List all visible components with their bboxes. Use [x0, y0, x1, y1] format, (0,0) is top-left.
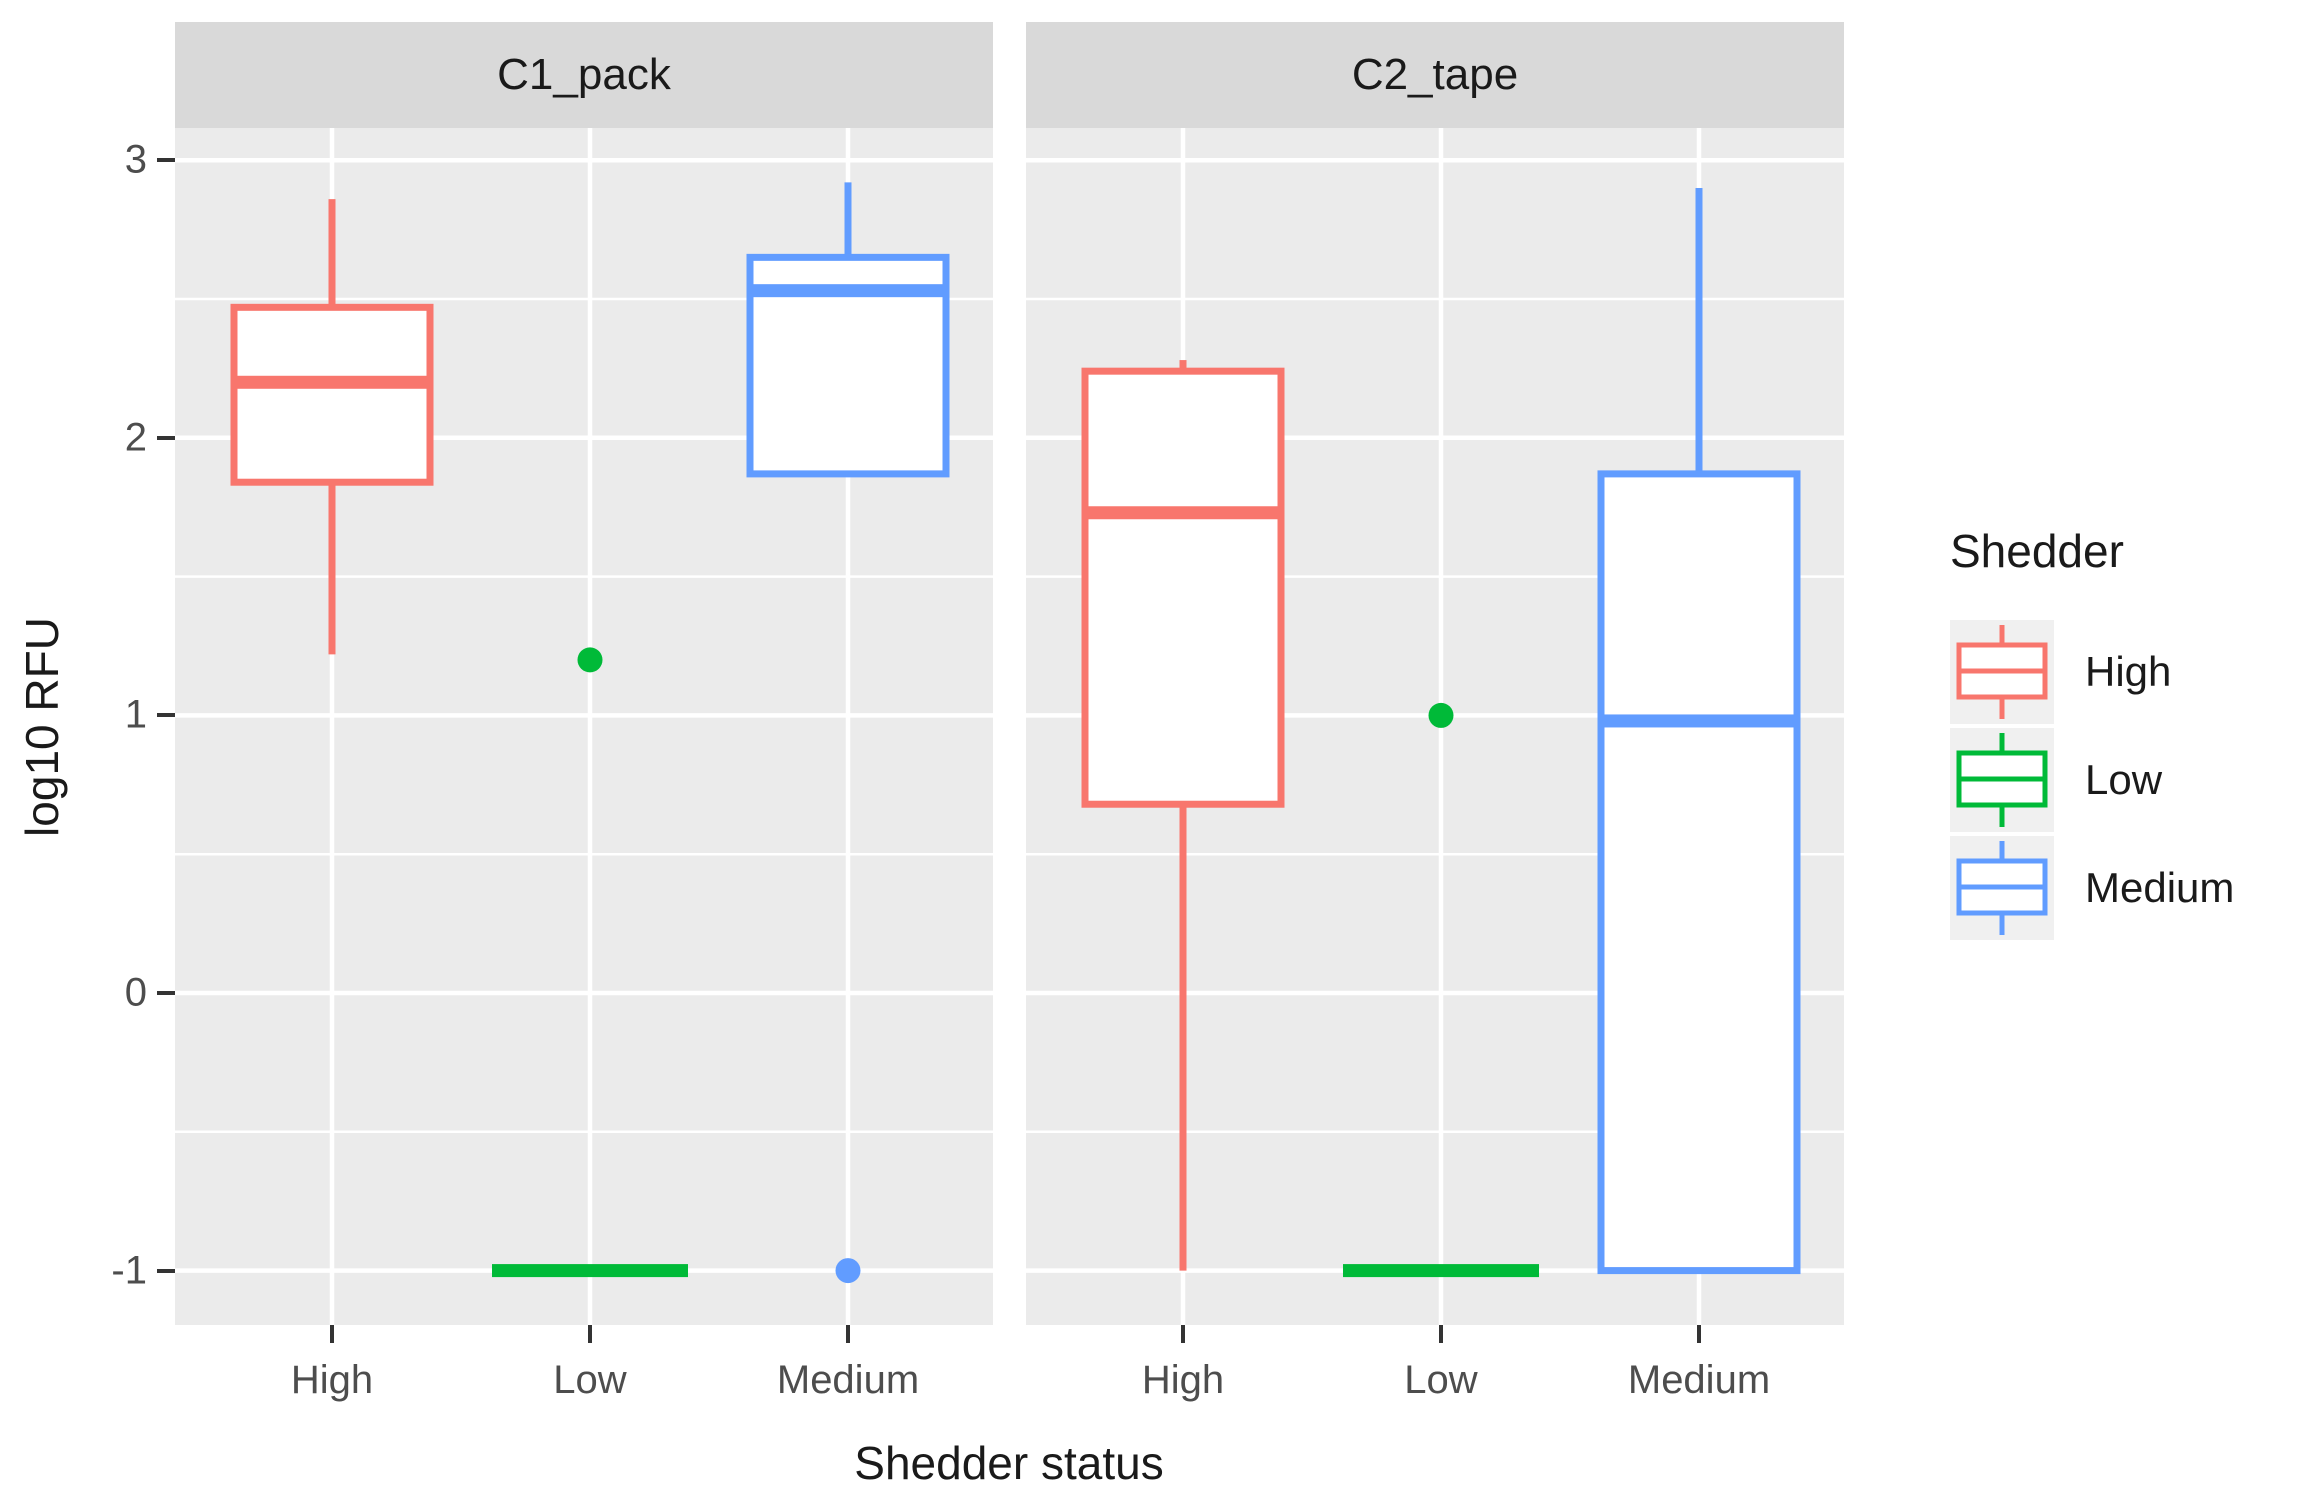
median-line [234, 375, 430, 389]
boxplot-glyph-icon [1956, 625, 2048, 719]
y-tick [157, 713, 175, 718]
legend-key-low [1950, 728, 2054, 832]
panel-c2_tape [1026, 128, 1844, 1325]
legend-key-high [1950, 620, 2054, 724]
y-tick-label-0: 0 [124, 970, 147, 1015]
boxplot-c2_tape-low [1343, 702, 1539, 1278]
facet-strip-c1_pack: C1_pack [175, 22, 993, 128]
box [1597, 470, 1801, 1275]
x-tick-label-medium: Medium [1627, 1358, 1771, 1402]
median-line [1085, 506, 1281, 520]
box [230, 303, 434, 486]
boxplot-glyph-icon [1956, 733, 2048, 827]
x-tick [330, 1325, 334, 1343]
x-tick [1181, 1325, 1185, 1343]
median-line [750, 284, 946, 298]
legend-label-high: High [2085, 648, 2172, 695]
legend-title: Shedder [1950, 525, 2124, 577]
box [1081, 367, 1285, 808]
x-tick [588, 1325, 592, 1343]
legend-label-low: Low [2085, 756, 2163, 803]
x-tick-label-high: High [290, 1358, 374, 1402]
outlier-point [577, 647, 603, 673]
x-tick [1439, 1325, 1443, 1343]
y-tick-label-2: 2 [124, 415, 147, 460]
median-line [1601, 714, 1797, 728]
legend-label-medium: Medium [2085, 864, 2235, 911]
y-tick-label-1: 1 [124, 692, 147, 737]
panel-c1_pack [175, 128, 993, 1325]
y-tick-label-3: 3 [124, 137, 147, 182]
y-tick-label--1: -1 [111, 1248, 147, 1293]
x-tick-label-high: High [1141, 1358, 1225, 1402]
y-tick [157, 435, 175, 440]
boxplot-c2_tape-medium [1597, 187, 1801, 1275]
outlier-point [1428, 702, 1454, 728]
boxplot-c1_pack-medium [746, 182, 950, 1284]
y-tick [157, 1268, 175, 1273]
facet-strip-c2_tape: C2_tape [1026, 22, 1844, 128]
x-tick-label-medium: Medium [776, 1358, 920, 1402]
boxplot-c1_pack-high [230, 199, 434, 655]
boxplot-c1_pack-low [492, 647, 688, 1278]
boxplot-glyph-icon [1956, 841, 2048, 935]
x-tick-label-low: Low [553, 1358, 627, 1402]
outlier-point [835, 1258, 861, 1284]
median-line [492, 1264, 688, 1278]
y-tick [157, 990, 175, 995]
median-line [1343, 1264, 1539, 1278]
boxplot-c2_tape-high [1081, 360, 1285, 1271]
legend-key-medium [1950, 836, 2054, 940]
y-tick [157, 158, 175, 163]
x-tick [1697, 1325, 1701, 1343]
x-tick [846, 1325, 850, 1343]
x-axis-title: Shedder status [854, 1437, 1164, 1489]
x-tick-label-low: Low [1404, 1358, 1478, 1402]
